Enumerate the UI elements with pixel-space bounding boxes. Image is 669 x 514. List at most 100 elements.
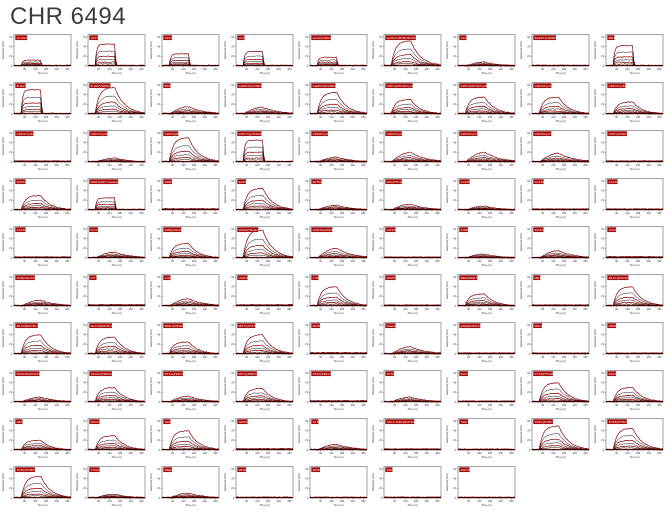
svg-text:300: 300 bbox=[139, 67, 144, 71]
svg-text:40: 40 bbox=[305, 237, 308, 241]
svg-text:180: 180 bbox=[562, 307, 567, 311]
kinase-label: MUSK bbox=[313, 324, 323, 328]
sensorgram-tile-fgfr4: 0 20 40 60 60 120 180 240 300 Response (RU) Time (… bbox=[1, 223, 75, 271]
kinase-label: TRKA(NTRK1) bbox=[535, 420, 555, 424]
sensorgram-plot: 0 20 40 60 60 120 180 240 300 Response (RU) Time (… bbox=[519, 130, 590, 171]
svg-text:0: 0 bbox=[85, 208, 87, 212]
sensorgram-plot: 0 20 40 60 60 120 180 240 300 Response (RU) Time (… bbox=[149, 34, 220, 75]
sensorgram-tile-pkch-prkch-: 0 20 40 60 60 120 180 240 300 Response (RU) Time (… bbox=[297, 367, 371, 415]
svg-text:300: 300 bbox=[435, 307, 440, 311]
svg-text:0: 0 bbox=[603, 208, 605, 212]
y-axis-label: Response (RU) bbox=[371, 185, 375, 203]
svg-text:180: 180 bbox=[118, 259, 123, 263]
svg-text:240: 240 bbox=[499, 499, 504, 503]
svg-text:0: 0 bbox=[85, 400, 87, 404]
x-axis-label: Time (s) bbox=[259, 167, 269, 171]
svg-text:180: 180 bbox=[414, 259, 419, 263]
svg-text:60: 60 bbox=[453, 83, 456, 87]
y-axis-label: Response (RU) bbox=[593, 89, 597, 107]
kinase-label: MNK1(MKNK1) bbox=[165, 324, 186, 328]
sensorgram-tile-lyn: 0 20 40 60 60 120 180 240 300 Response (RU) Time (… bbox=[297, 271, 371, 319]
x-axis-label: Time (s) bbox=[407, 71, 417, 75]
svg-text:60: 60 bbox=[379, 83, 382, 87]
svg-text:120: 120 bbox=[625, 163, 630, 167]
svg-text:120: 120 bbox=[403, 451, 408, 455]
x-axis-label: Time (s) bbox=[111, 359, 121, 363]
svg-text:20: 20 bbox=[231, 54, 234, 58]
svg-text:120: 120 bbox=[329, 67, 334, 71]
svg-text:240: 240 bbox=[203, 163, 208, 167]
svg-text:40: 40 bbox=[9, 333, 12, 337]
svg-text:60: 60 bbox=[305, 467, 308, 471]
svg-text:20: 20 bbox=[601, 294, 604, 298]
svg-text:0: 0 bbox=[529, 448, 531, 452]
svg-text:180: 180 bbox=[266, 499, 271, 503]
sensorgram-tile-alk: 0 20 40 60 60 120 180 240 300 Response (RU) Time (… bbox=[223, 31, 297, 79]
svg-text:300: 300 bbox=[583, 355, 588, 359]
svg-text:40: 40 bbox=[601, 237, 604, 241]
svg-text:180: 180 bbox=[488, 307, 493, 311]
svg-text:40: 40 bbox=[379, 285, 382, 289]
svg-text:60: 60 bbox=[453, 131, 456, 135]
svg-text:120: 120 bbox=[255, 451, 260, 455]
svg-text:0: 0 bbox=[233, 400, 235, 404]
x-axis-label: Time (s) bbox=[37, 263, 47, 267]
svg-text:180: 180 bbox=[44, 67, 49, 71]
svg-text:300: 300 bbox=[435, 163, 440, 167]
svg-text:60: 60 bbox=[319, 499, 322, 503]
kinase-label-box bbox=[459, 35, 467, 41]
svg-text:60: 60 bbox=[305, 419, 308, 423]
kinase-label: SRC bbox=[165, 420, 172, 424]
svg-text:20: 20 bbox=[83, 246, 86, 250]
svg-text:60: 60 bbox=[171, 67, 174, 71]
sensorgram-tile-mnk1-mknk1-: 0 20 40 60 60 120 180 240 300 Response (RU) Time (… bbox=[149, 319, 223, 367]
svg-text:120: 120 bbox=[403, 211, 408, 215]
svg-text:60: 60 bbox=[231, 323, 234, 327]
svg-text:180: 180 bbox=[266, 115, 271, 119]
svg-text:40: 40 bbox=[83, 237, 86, 241]
svg-text:300: 300 bbox=[65, 403, 70, 407]
y-axis-label: Response (RU) bbox=[75, 233, 79, 251]
kinase-label: KIT bbox=[91, 276, 96, 280]
svg-text:240: 240 bbox=[55, 67, 60, 71]
svg-text:60: 60 bbox=[527, 419, 530, 423]
svg-text:60: 60 bbox=[527, 83, 530, 87]
svg-text:20: 20 bbox=[83, 294, 86, 298]
sensorgram-tile-igf1r: 0 20 40 60 60 120 180 240 300 Response (RU) Time (… bbox=[371, 223, 445, 271]
svg-text:60: 60 bbox=[601, 35, 604, 39]
svg-text:120: 120 bbox=[255, 211, 260, 215]
svg-text:60: 60 bbox=[97, 211, 100, 215]
kinase-label-box bbox=[533, 83, 552, 89]
y-axis-label: Response (RU) bbox=[297, 473, 301, 491]
svg-text:180: 180 bbox=[414, 163, 419, 167]
svg-text:300: 300 bbox=[361, 451, 366, 455]
svg-text:120: 120 bbox=[329, 115, 334, 119]
svg-text:300: 300 bbox=[435, 499, 440, 503]
svg-text:40: 40 bbox=[527, 189, 530, 193]
svg-text:300: 300 bbox=[435, 259, 440, 263]
y-axis-label: Response (RU) bbox=[519, 425, 523, 443]
kinase-label: ACVR2A bbox=[17, 36, 30, 40]
svg-text:0: 0 bbox=[381, 64, 383, 68]
svg-text:240: 240 bbox=[425, 355, 430, 359]
svg-text:0: 0 bbox=[159, 112, 161, 116]
svg-text:300: 300 bbox=[287, 67, 292, 71]
sensorgram-tile-kdr-vegfr2-: 0 20 40 60 60 120 180 240 300 Response (RU) Time (… bbox=[1, 271, 75, 319]
kinase-label: LIMK2 bbox=[239, 276, 248, 280]
svg-text:180: 180 bbox=[488, 355, 493, 359]
sensorgram-plot: 0 20 40 60 60 120 180 240 300 Response (RU) Time (… bbox=[519, 322, 590, 363]
kinase-label: CHK1(CHEK1) bbox=[609, 132, 630, 136]
sensorgram-plot: 0 20 40 60 60 120 180 240 300 Response (RU) Time (… bbox=[223, 226, 294, 267]
svg-text:20: 20 bbox=[83, 102, 86, 106]
svg-text:120: 120 bbox=[477, 259, 482, 263]
svg-text:120: 120 bbox=[33, 211, 38, 215]
svg-text:180: 180 bbox=[192, 115, 197, 119]
sensorgram-plot: 0 20 40 60 60 120 180 240 300 Response (RU) Time (… bbox=[75, 82, 146, 123]
svg-text:40: 40 bbox=[379, 45, 382, 49]
svg-text:180: 180 bbox=[340, 403, 345, 407]
svg-text:120: 120 bbox=[33, 115, 38, 119]
sensorgram-tile-akt1: 0 20 40 60 60 120 180 240 300 Response (RU) Time (… bbox=[75, 31, 149, 79]
x-axis-label: Time (s) bbox=[111, 119, 121, 123]
svg-text:60: 60 bbox=[527, 227, 530, 231]
svg-text:120: 120 bbox=[403, 499, 408, 503]
